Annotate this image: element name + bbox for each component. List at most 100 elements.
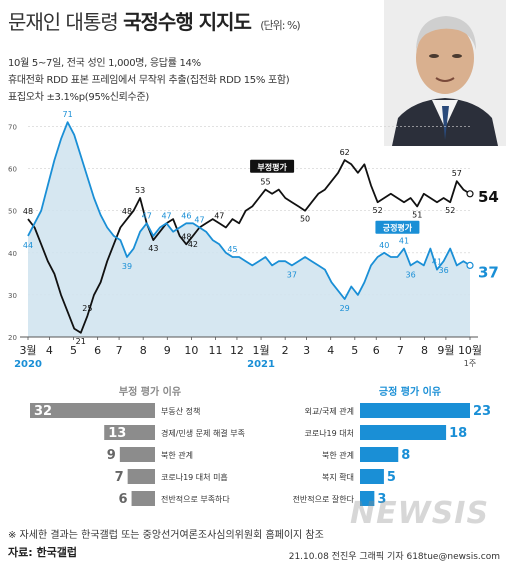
x-tick-label: 8: [140, 344, 147, 357]
x-tick-label: 1월: [252, 344, 269, 357]
positive-reason-value: 3: [377, 492, 386, 507]
positive-series-line: [27, 121, 471, 301]
positive-legend-label: 긍정평가: [383, 223, 413, 233]
negative-reason-value: 32: [34, 404, 52, 419]
y-tick-label: 70: [8, 123, 17, 131]
negative-reason-value: 9: [107, 448, 116, 463]
x-tick-label: 10월: [458, 344, 482, 357]
x-tick-label: 10: [184, 344, 198, 357]
data-point-label: 37: [287, 270, 297, 279]
x-tick-label: 9: [164, 344, 171, 357]
negative-reason-bar: [30, 403, 155, 418]
negative-reason-bar: [104, 425, 155, 440]
data-point-label: 71: [62, 110, 72, 119]
data-point-label: 47: [142, 211, 152, 220]
title-light: 문재인 대통령: [8, 10, 119, 34]
data-point-label: 29: [340, 304, 350, 313]
positive-reason-label: 북한 관계: [322, 450, 354, 460]
data-point-label: 51: [412, 210, 422, 219]
y-tick-label: 30: [8, 292, 17, 300]
portrait-illustration: [384, 0, 506, 146]
positive-area: [28, 122, 470, 337]
positive-reason-label: 코로나19 대처: [304, 429, 354, 438]
data-point-label: 45: [227, 245, 237, 254]
data-point-label: 42: [188, 240, 198, 249]
x-tick-label: 3: [303, 344, 310, 357]
reason-bar-charts: 부정 평가 이유 긍정 평가 이유 32 부동산 정책 13 경제/민생 문제 해결 부족…: [30, 385, 491, 507]
data-point-label: 50: [300, 215, 310, 224]
x-tick-label: 5: [70, 344, 77, 357]
unit-label: (단위: %): [260, 19, 300, 32]
negative-reason-label: 코로나19 대처 미흡: [161, 472, 228, 482]
data-point-label: 48: [122, 207, 132, 216]
title-bold: 국정수행 지지도: [123, 10, 252, 34]
y-tick-label: 60: [8, 166, 17, 174]
positive-reason-value: 5: [387, 470, 396, 485]
positive-reason-bar: [360, 447, 399, 462]
data-point-label: 62: [340, 148, 350, 157]
y-tick-label: 40: [8, 250, 17, 258]
newsis-watermark: NEWSIS: [350, 496, 490, 531]
negative-reason-value: 6: [119, 492, 128, 507]
negative-reasons-title: 부정 평가 이유: [119, 385, 181, 398]
negative-reason-label: 부동산 정책: [161, 406, 200, 416]
data-point-label: 44: [23, 241, 33, 250]
data-point-label: 53: [135, 186, 145, 195]
data-point-label: 48: [181, 232, 191, 241]
positive-reason-value: 8: [401, 448, 410, 463]
data-point-label: 36: [406, 270, 416, 279]
y-tick-label: 50: [8, 208, 17, 216]
last-value-label: 37: [478, 263, 499, 281]
x-tick-label: 7: [116, 344, 123, 357]
data-point-label: 39: [122, 262, 132, 271]
data-point-label: 48: [23, 207, 33, 216]
data-point-label: 52: [445, 206, 455, 215]
president-portrait-image: [384, 0, 506, 146]
data-point-label: 25: [82, 304, 92, 313]
negative-reason-value: 13: [108, 426, 126, 441]
positive-reason-value: 23: [473, 404, 491, 419]
data-point-label: 46: [181, 211, 191, 220]
x-tick-label: 12: [230, 344, 244, 357]
negative-series-line: [27, 159, 471, 334]
year-label: 2020: [14, 359, 42, 370]
data-point-label: 47: [214, 211, 224, 220]
last-point-marker: [466, 190, 474, 198]
data-point-label: 57: [452, 169, 462, 178]
negative-reason-bar: [119, 447, 155, 462]
positive-reason-bar: [360, 491, 375, 506]
data-point-label: 47: [194, 216, 204, 225]
x-tick-label: 4: [327, 344, 334, 357]
last-point-marker: [466, 261, 474, 270]
data-point-label: 43: [148, 244, 158, 253]
negative-reason-bar: [131, 491, 155, 506]
positive-legend-box: [375, 220, 420, 234]
data-point-label: 40: [379, 241, 389, 250]
x-tick-label: 5: [351, 344, 358, 357]
positive-reason-label: 전반적으로 잘한다: [293, 494, 355, 504]
y-tick-label: 20: [8, 334, 17, 342]
negative-reason-bar: [127, 469, 155, 484]
survey-note-period: 10월 5~7일, 전국 성인 1,000명, 응답률 14%: [8, 58, 201, 69]
positive-reason-bar: [360, 425, 447, 440]
x-tick-label: 2: [282, 344, 289, 357]
data-point-label: 55: [260, 178, 270, 187]
x-tick-label: 9월: [437, 344, 454, 357]
x-tick-label: 11: [209, 344, 223, 357]
year-label: 2021: [247, 359, 275, 370]
x-tick-label: 3월: [19, 344, 36, 357]
x-sub-label: 1주: [464, 359, 476, 368]
survey-note-error: 표집오차 ±3.1%p(95%신뢰수준): [8, 92, 149, 103]
negative-reason-value: 7: [115, 470, 124, 485]
last-value-label: 54: [478, 188, 499, 206]
page-title: 문재인 대통령 국정수행 지지도 (단위: %): [8, 6, 301, 35]
data-point-label: 21: [76, 337, 86, 346]
negative-reason-label: 북한 관계: [161, 450, 193, 460]
source-label: 자료: 한국갤럽: [8, 546, 77, 559]
negative-legend-box: [250, 159, 295, 173]
negative-legend-label: 부정평가: [257, 162, 287, 172]
x-tick-label: 6: [373, 344, 380, 357]
data-point-label: 47: [161, 211, 171, 220]
footer-note: ※ 자세한 결과는 한국갤럽 또는 중앙선거여론조사심의위원회 홈페이지 참조: [8, 530, 324, 541]
